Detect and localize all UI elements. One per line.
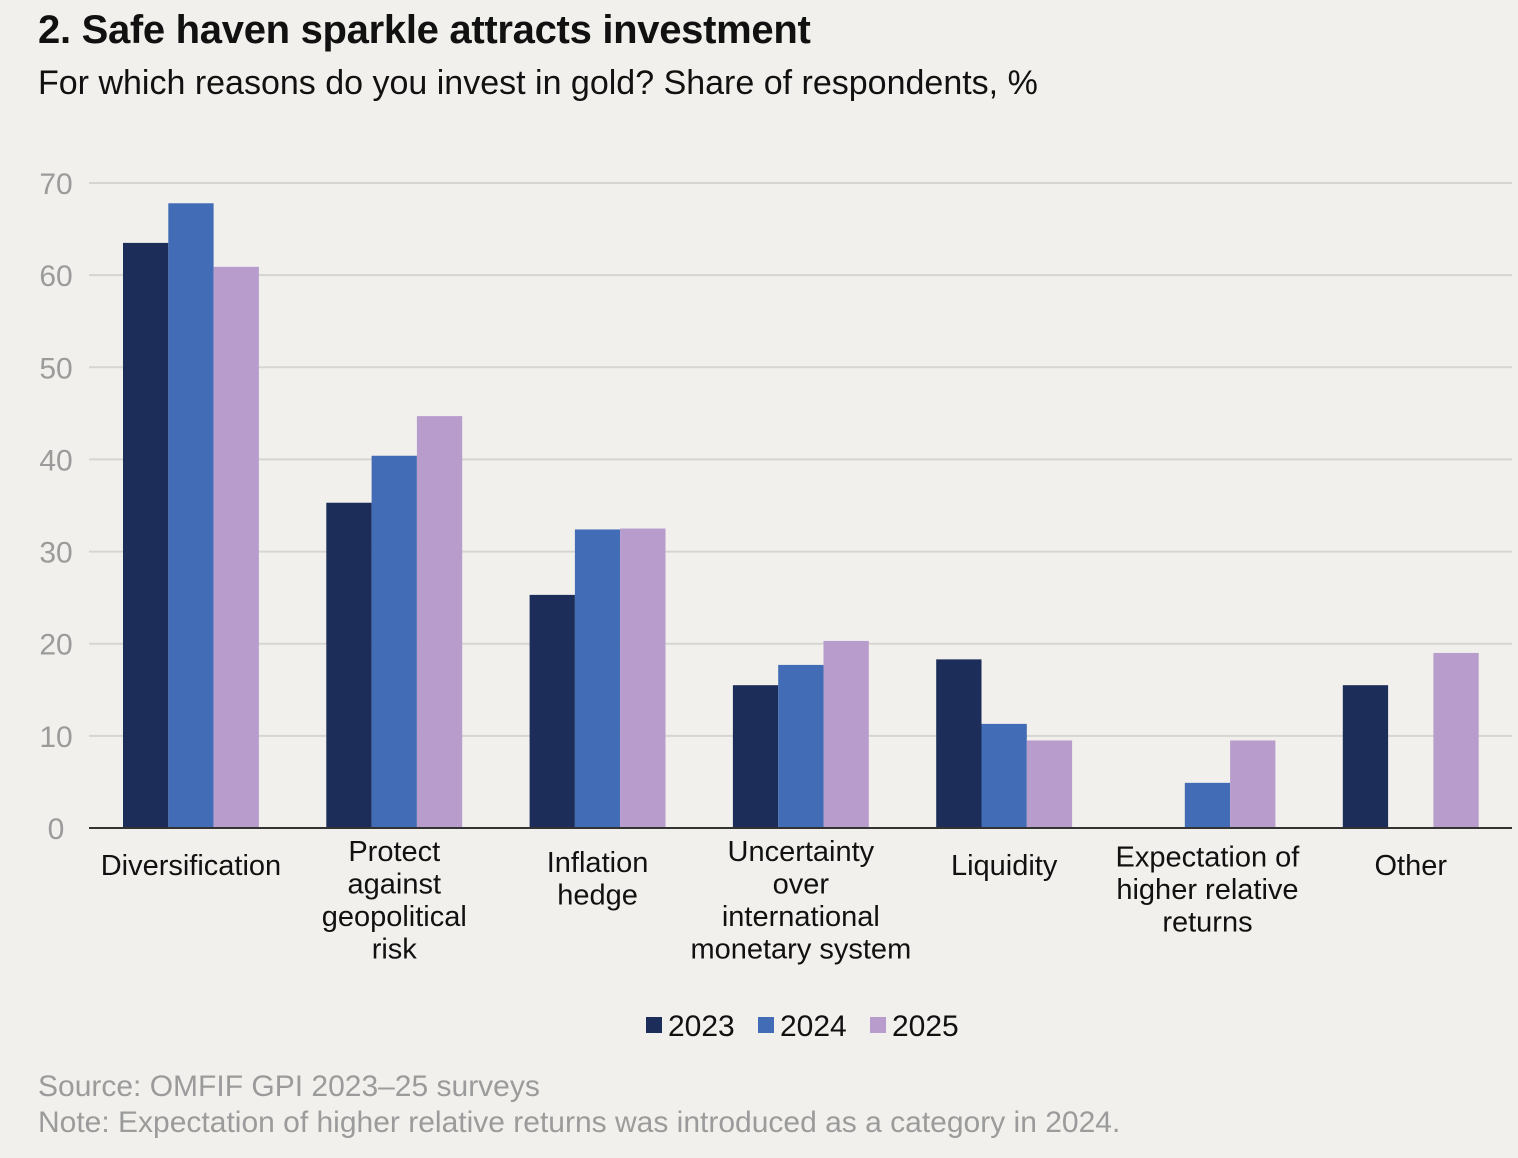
x-tick-label: Expectation of — [1116, 842, 1301, 874]
x-tick-label: Liquidity — [951, 850, 1058, 882]
bar-2024-5 — [1184, 782, 1231, 828]
bar-2023-0 — [123, 242, 169, 829]
note-text: Note: Expectation of higher relative ret… — [38, 1106, 1121, 1139]
bar-2025-0 — [213, 266, 259, 829]
x-tick-label: against — [347, 869, 441, 901]
legend-swatch-2025 — [870, 1017, 886, 1033]
legend-swatch-2024 — [758, 1017, 774, 1033]
bar-2024-3 — [778, 664, 824, 828]
bar-2023-2 — [529, 594, 575, 828]
y-axis-ticks: 0 10 20 30 40 50 60 70 — [39, 168, 72, 846]
x-tick-label: over — [773, 869, 830, 901]
y-tick-label: 0 — [48, 813, 65, 846]
x-tick-label: international — [722, 901, 880, 933]
gridlines — [89, 182, 1512, 737]
y-tick-label: 10 — [39, 721, 72, 754]
x-tick-label: geopolitical — [322, 901, 467, 933]
y-tick-label: 50 — [39, 352, 72, 385]
legend-label-2023: 2023 — [668, 1010, 735, 1043]
bar-chart: 0 10 20 30 40 50 60 70 Diversification Protectag… — [39, 168, 1512, 1043]
bar-2025-1 — [416, 416, 463, 828]
y-tick-label: 30 — [39, 537, 72, 570]
y-tick-label: 40 — [39, 444, 72, 477]
bars — [123, 203, 1479, 829]
bar-2023-1 — [326, 502, 372, 828]
x-tick-label: Other — [1374, 850, 1447, 882]
bar-2024-1 — [371, 455, 417, 828]
chart-title: 2. Safe haven sparkle attracts investmen… — [38, 8, 811, 52]
bar-2023-4 — [936, 659, 982, 828]
bar-2025-4 — [1026, 740, 1073, 828]
bar-2024-2 — [574, 529, 621, 828]
x-tick-label: Protect — [348, 836, 440, 868]
x-tick-label: hedge — [557, 880, 638, 912]
bar-2025-2 — [620, 528, 666, 828]
x-axis-labels: Diversification Protectagainstgeopolitica… — [101, 836, 1448, 966]
x-tick-label: Inflation — [547, 847, 649, 879]
y-tick-label: 70 — [39, 168, 72, 201]
x-tick-label: Uncertainty — [728, 836, 875, 868]
x-tick-label: higher relative — [1116, 874, 1298, 906]
x-tick-label: returns — [1162, 907, 1252, 939]
legend-swatch-2023 — [646, 1017, 662, 1033]
y-tick-label: 60 — [39, 260, 72, 293]
bar-2025-3 — [823, 640, 869, 828]
legend: 2023 2024 2025 — [646, 1010, 959, 1043]
x-tick-label: Diversification — [101, 850, 282, 882]
x-tick-label: risk — [372, 934, 418, 966]
bar-2024-0 — [168, 203, 214, 828]
y-tick-label: 20 — [39, 629, 72, 662]
bar-2023-3 — [732, 685, 779, 828]
bar-2025-5 — [1230, 740, 1276, 828]
bar-2023-6 — [1342, 685, 1389, 828]
x-tick-label: monetary system — [690, 934, 911, 966]
bar-2025-6 — [1433, 652, 1479, 828]
legend-label-2025: 2025 — [892, 1010, 959, 1043]
source-text: Source: OMFIF GPI 2023–25 surveys — [38, 1070, 540, 1103]
legend-label-2024: 2024 — [780, 1010, 847, 1043]
bar-2024-4 — [981, 723, 1027, 828]
chart-subtitle: For which reasons do you invest in gold?… — [38, 64, 1038, 102]
